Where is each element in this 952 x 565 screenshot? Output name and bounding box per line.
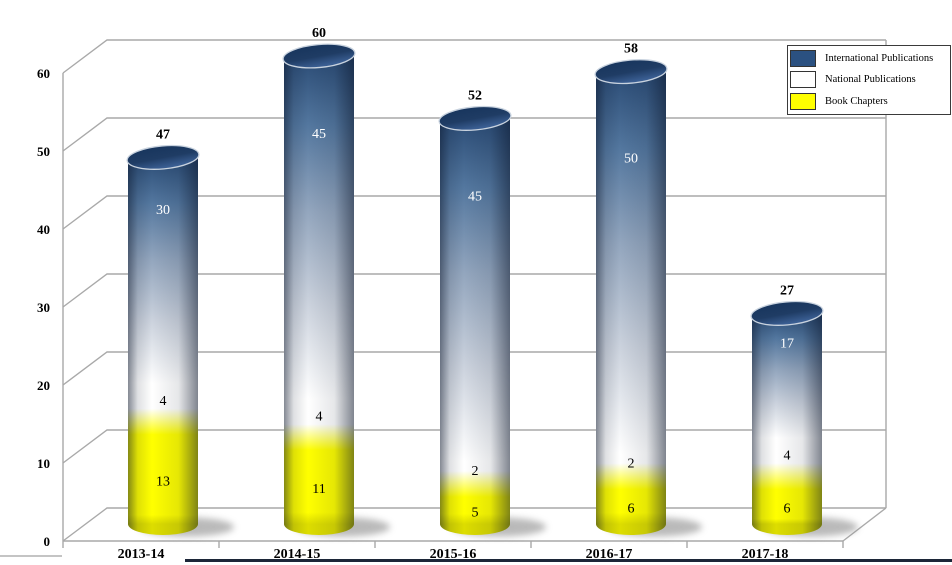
legend-item-book-chapters: Book Chapters <box>790 91 950 112</box>
cylinder-top <box>750 300 824 326</box>
x-axis-category-label: 2017-18 <box>742 547 789 562</box>
value-label: 47 <box>156 127 170 142</box>
value-label: 52 <box>468 88 482 103</box>
value-label: 50 <box>624 151 638 166</box>
legend-item-national-publications: National Publications <box>790 69 950 90</box>
value-label: 2 <box>472 464 479 479</box>
value-label: 45 <box>468 190 482 205</box>
value-label: 30 <box>156 203 170 218</box>
cylinder-top <box>126 144 200 170</box>
cylinder-top <box>594 59 668 85</box>
grid-and-axes <box>62 39 887 548</box>
legend-swatch-international-icon <box>790 50 816 68</box>
x-axis-category-label: 2015-16 <box>430 547 477 562</box>
legend-label-book-chapters: Book Chapters <box>825 95 888 107</box>
bar-2014-15 <box>282 43 390 537</box>
y-axis-tick-label: 40 <box>37 222 50 237</box>
value-label: 4 <box>784 449 791 464</box>
value-label: 2 <box>628 456 635 471</box>
value-label: 58 <box>624 42 638 57</box>
legend-item-international-publications: International Publications <box>790 48 950 69</box>
y-axis-tick-label: 30 <box>37 300 50 315</box>
bar-2015-16 <box>438 105 546 537</box>
y-axis-tick-label: 0 <box>44 534 51 549</box>
page-rule-left <box>0 555 62 557</box>
value-label: 6 <box>784 502 791 517</box>
value-label: 27 <box>780 283 794 298</box>
bar-2016-17 <box>594 59 702 537</box>
axis-labels: 0 10 20 30 40 50 60 2013-14 2014-15 2015-16 2016-1… <box>37 66 788 562</box>
cylinder-top <box>282 43 356 69</box>
value-label: 11 <box>312 482 325 497</box>
bar-2017-18 <box>750 300 858 537</box>
legend-swatch-book-chapters-icon <box>790 92 816 110</box>
value-label: 13 <box>156 474 170 489</box>
bar-2013-14 <box>126 144 234 537</box>
y-axis-tick-label: 20 <box>37 378 50 393</box>
x-axis-category-label: 2016-17 <box>586 547 633 562</box>
value-label: 4 <box>160 394 167 409</box>
y-axis-tick-label: 10 <box>37 456 50 471</box>
cylinder-top <box>438 105 512 131</box>
y-axis-tick-label: 60 <box>37 66 50 81</box>
value-label: 45 <box>312 127 326 142</box>
value-label: 5 <box>472 506 479 521</box>
value-label: 4 <box>316 410 323 425</box>
value-label: 17 <box>780 337 794 352</box>
chart-legend: International Publications National Publ… <box>787 45 951 115</box>
page-rule-bottom <box>185 559 952 562</box>
legend-swatch-national-icon <box>790 71 816 89</box>
legend-label-international: International Publications <box>825 53 934 65</box>
value-labels: 47 30 4 13 60 45 4 11 52 45 2 5 58 50 2 6 27 17 4 6 <box>156 26 794 521</box>
value-label: 60 <box>312 26 326 41</box>
x-axis-category-label: 2013-14 <box>118 547 165 562</box>
value-label: 6 <box>628 502 635 517</box>
y-axis-tick-label: 50 <box>37 144 50 159</box>
legend-label-national: National Publications <box>825 74 916 86</box>
x-axis-category-label: 2014-15 <box>274 547 321 562</box>
